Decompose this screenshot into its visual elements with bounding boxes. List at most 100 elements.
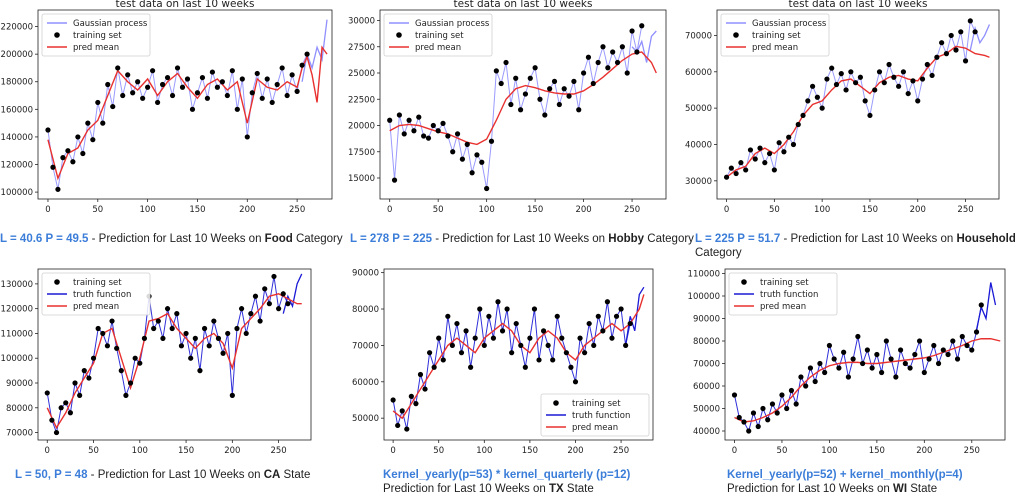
caption-ca-bold: CA [263,469,281,481]
caption-wi-line2: Prediction for Last 10 Weeks on [727,483,893,495]
training-point [435,128,441,134]
legend-label: Gaussian process [73,19,148,29]
training-point [766,150,773,157]
training-point [736,414,742,421]
training-point [576,107,582,113]
training-point [204,95,211,101]
training-point [943,51,950,57]
training-point [522,91,529,97]
training-point [935,360,942,367]
training-point [793,401,799,407]
training-point [164,306,171,312]
x-tick-label: 200 [575,205,591,215]
training-point [194,90,201,96]
training-point [926,356,932,362]
training-point [746,428,752,434]
training-point [934,54,940,60]
training-point [396,112,402,118]
training-point [814,94,820,100]
plot-area [387,23,657,192]
y-tick-label: 50000 [352,414,379,424]
training-point [755,423,761,430]
training-point [571,78,577,84]
plot-frame [37,268,312,441]
x-tick-label: 250 [624,205,640,215]
training-point [958,29,964,35]
y-tick-label: 90000 [352,269,379,279]
training-point [605,65,611,71]
training-point [765,417,771,423]
training-point [264,76,270,82]
training-point [595,59,601,66]
training-point [411,128,417,134]
training-point [199,74,206,81]
training-point [850,356,856,362]
training-point [532,65,538,71]
series-truth-function [975,282,997,330]
training-point [905,90,911,97]
training-point [130,90,136,96]
training-point [408,393,414,399]
training-point [784,405,790,412]
legend-label: truth function [572,411,630,421]
plot-area [390,286,645,432]
legend-box [540,393,650,437]
training-point [49,417,55,423]
chart-panel-food: test data on last 10 weeks 0 50 100 150 200 25… [0,0,340,230]
x-tick-label: 200 [239,205,255,215]
legend-label: training set [760,278,809,288]
x-tick-label: 200 [916,446,932,456]
training-point [77,392,83,398]
y-tick-label: 100000 [1,354,33,364]
training-point [919,76,926,82]
y-tick-label: 110000 [1,329,33,339]
training-point [962,58,969,64]
training-point [883,338,889,344]
training-point [900,69,907,75]
training-point [284,92,290,99]
training-point [864,347,870,353]
training-point [921,369,927,376]
training-point [145,84,151,90]
caption-tx-kernel: Kernel_yearly(p=53) * kernel_quarterly (… [383,469,631,481]
training-point [155,318,161,324]
training-point [733,170,739,177]
y-tick-label: 60000 [693,382,720,392]
legend: Gaussian process training set pred mean [720,13,830,57]
caption-household-text: - Prediction for Last 10 Weeks on [780,233,957,245]
training-point [803,383,809,389]
x-tick-label: 50 [88,446,99,456]
training-point [114,345,120,351]
legend-marker-dot [54,32,60,38]
training-point [580,70,587,76]
training-point [867,112,873,119]
training-point [805,98,811,104]
chart-household: test data on last 10 weeks 0 50 100 150 200 25… [685,0,1000,215]
training-point [479,159,485,165]
training-point [271,273,277,280]
legend-label: truth function [760,290,818,300]
legend-label: training set [415,31,464,41]
legend-label: Gaussian process [752,19,827,29]
training-point [169,92,176,99]
chart-title: test data on last 10 weeks [454,0,593,10]
y-tick-label: 160000 [1,105,33,115]
training-point [401,131,407,137]
training-point [542,112,548,118]
training-point [798,374,804,380]
training-point [537,96,543,102]
training-point [940,347,946,353]
training-point [426,350,433,356]
legend-marker-dot [553,400,559,406]
training-point [123,392,129,398]
caption-ca: L = 50, P = 48 - Prediction for Last 10 … [15,468,310,482]
y-tick-label: 180000 [1,78,33,88]
caption-food-suffix: Category [292,233,343,245]
plot-area [45,19,328,192]
training-point [969,347,975,353]
training-point [788,387,795,394]
training-point [876,69,883,75]
series-pred-mean [47,45,328,181]
training-point [563,350,569,356]
training-point [459,156,466,162]
